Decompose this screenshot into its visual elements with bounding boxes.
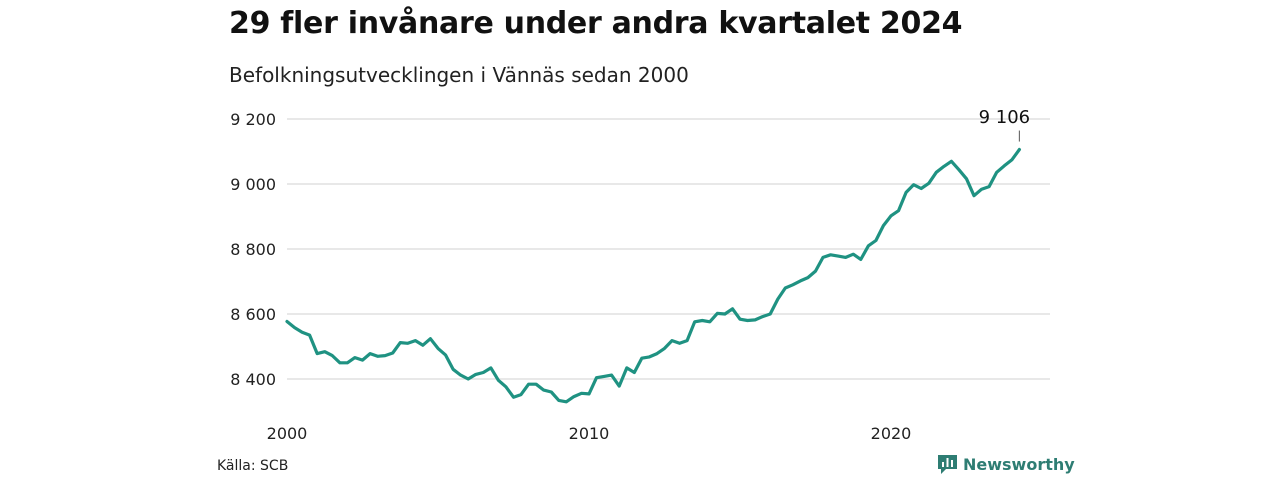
y-tick-label: 8 400 <box>230 370 276 389</box>
chart-subtitle: Befolkningsutvecklingen i Vännäs sedan 2… <box>229 63 689 87</box>
x-tick-label: 2020 <box>871 424 912 443</box>
chart-title: 29 fler invånare under andra kvartalet 2… <box>229 6 963 41</box>
x-tick-label: 2010 <box>569 424 610 443</box>
y-tick-label: 8 600 <box>230 305 276 324</box>
brand-logo: Newsworthy <box>938 455 1075 474</box>
source-label: Källa: SCB <box>217 458 289 474</box>
y-tick-label: 9 000 <box>230 175 276 194</box>
annotation-label: 9 106 <box>979 107 1031 128</box>
series-line <box>285 147 1022 404</box>
y-tick-label: 9 200 <box>230 110 276 129</box>
newsworthy-icon <box>938 455 957 474</box>
x-tick-label: 2000 <box>267 424 308 443</box>
brand-name: Newsworthy <box>963 455 1075 474</box>
y-tick-label: 8 800 <box>230 240 276 259</box>
